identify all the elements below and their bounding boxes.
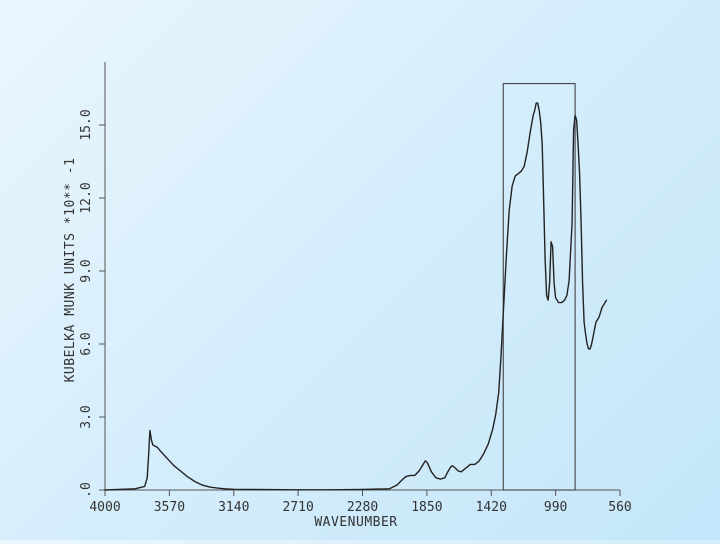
y-tick-label: 15.0 xyxy=(79,109,94,140)
x-tick-label: 1420 xyxy=(476,500,507,515)
x-tick-label: 3570 xyxy=(154,500,185,515)
y-tick-label: 6.0 xyxy=(79,332,94,355)
series-line xyxy=(104,102,608,491)
y-axis-title: KUBELKA MUNK UNITS *10** -1 xyxy=(63,158,78,383)
y-tick-label: .0 xyxy=(79,482,94,498)
x-tick-label: 560 xyxy=(608,500,631,515)
x-tick-label: 4000 xyxy=(89,500,120,515)
x-axis-title: WAVENUMBER xyxy=(314,515,397,530)
y-tick-label: 3.0 xyxy=(79,405,94,428)
highlight-box xyxy=(502,83,576,491)
ticks: 4000 3570 3140 2710 2280 1850 1420 990 560 .0 3.0 6… xyxy=(79,109,632,515)
axes xyxy=(104,62,620,491)
y-tick-label: 9.0 xyxy=(79,259,94,282)
x-tick-label: 990 xyxy=(544,500,567,515)
x-tick-label: 2710 xyxy=(282,500,313,515)
y-tick-label: 12.0 xyxy=(79,182,94,213)
series-group xyxy=(104,83,608,491)
x-tick-label: 2280 xyxy=(347,500,378,515)
x-tick-label: 3140 xyxy=(218,500,249,515)
x-tick-label: 1850 xyxy=(411,500,442,515)
